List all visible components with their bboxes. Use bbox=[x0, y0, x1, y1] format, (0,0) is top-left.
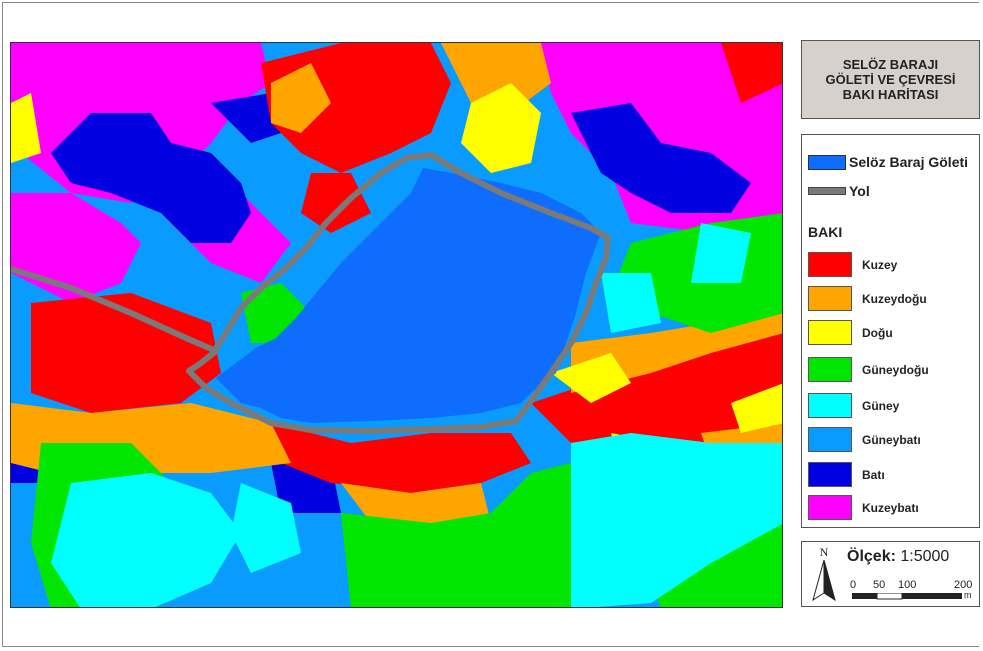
legend-row-lake: Selöz Baraj Göleti bbox=[808, 154, 968, 170]
swatch-guneydogu bbox=[808, 357, 852, 382]
swatch-guney bbox=[808, 393, 852, 418]
legend-row-kuzeydogu: Kuzeydoğu bbox=[808, 286, 927, 311]
swatch-bati bbox=[808, 462, 852, 487]
map-frame bbox=[10, 42, 783, 608]
scale-tick-200: 200 bbox=[954, 579, 973, 591]
swatch-guneybati bbox=[808, 427, 852, 452]
legend-label-dogu: Doğu bbox=[862, 325, 893, 340]
legend-row-guneybati: Güneybatı bbox=[808, 427, 921, 452]
north-label: N bbox=[820, 545, 829, 559]
scale-tick-0: 0 bbox=[850, 579, 857, 591]
swatch-kuzeydogu bbox=[808, 286, 852, 311]
scale-box: N Ölçek: 1:5000 0 50 100 200 m bbox=[801, 541, 980, 607]
map-title-line2: GÖLETİ VE ÇEVRESİ bbox=[825, 72, 956, 87]
legend-label-guney: Güney bbox=[862, 398, 900, 413]
scale-value: 1:5000 bbox=[900, 548, 950, 565]
lake-swatch bbox=[808, 154, 846, 170]
legend-label-kuzey: Kuzey bbox=[862, 257, 898, 272]
scale-unit: m bbox=[964, 590, 972, 600]
swatch-kuzey bbox=[808, 252, 852, 277]
map-title-line3: BAKI HARİTASI bbox=[842, 87, 939, 102]
swatch-kuzeybati bbox=[808, 495, 852, 520]
road-swatch bbox=[808, 187, 846, 195]
legend-box: Selöz Baraj Göleti Yol BAKI Kuzey Kuzeyd… bbox=[801, 134, 980, 528]
map-title-box: SELÖZ BARAJI GÖLETİ VE ÇEVRESİ BAKI HARİ… bbox=[801, 40, 980, 119]
aspect-map bbox=[11, 43, 782, 607]
legend-label-kuzeybati: Kuzeybatı bbox=[862, 500, 919, 515]
scale-label: Ölçek: 1:5000 bbox=[847, 548, 949, 566]
legend-row-dogu: Doğu bbox=[808, 320, 893, 345]
scale-tick-50: 50 bbox=[873, 579, 886, 591]
swatch-dogu bbox=[808, 320, 852, 345]
legend-label-guneybati: Güneybatı bbox=[862, 432, 921, 447]
legend-label-lake: Selöz Baraj Göleti bbox=[849, 154, 969, 170]
scale-tick-100: 100 bbox=[898, 579, 917, 591]
legend-label-guneydogu: Güneydoğu bbox=[862, 362, 929, 377]
legend-row-kuzeybati: Kuzeybatı bbox=[808, 495, 919, 520]
legend-row-road: Yol bbox=[808, 183, 870, 199]
legend-row-guney: Güney bbox=[808, 393, 899, 418]
map-title-line1: SELÖZ BARAJI bbox=[842, 57, 939, 72]
legend-row-kuzey: Kuzey bbox=[808, 252, 897, 277]
legend-row-guneydogu: Güneydoğu bbox=[808, 357, 929, 382]
legend-label-bati: Batı bbox=[862, 467, 885, 482]
north-arrow-icon: N bbox=[812, 545, 836, 602]
scale-label-text: Ölçek: bbox=[847, 548, 896, 565]
legend-label-road: Yol bbox=[849, 183, 870, 199]
legend-aspect-heading: BAKI bbox=[808, 224, 843, 240]
scale-bar bbox=[852, 593, 962, 600]
legend-row-bati: Batı bbox=[808, 462, 885, 487]
legend-label-kuzeydogu: Kuzeydoğu bbox=[862, 291, 927, 306]
